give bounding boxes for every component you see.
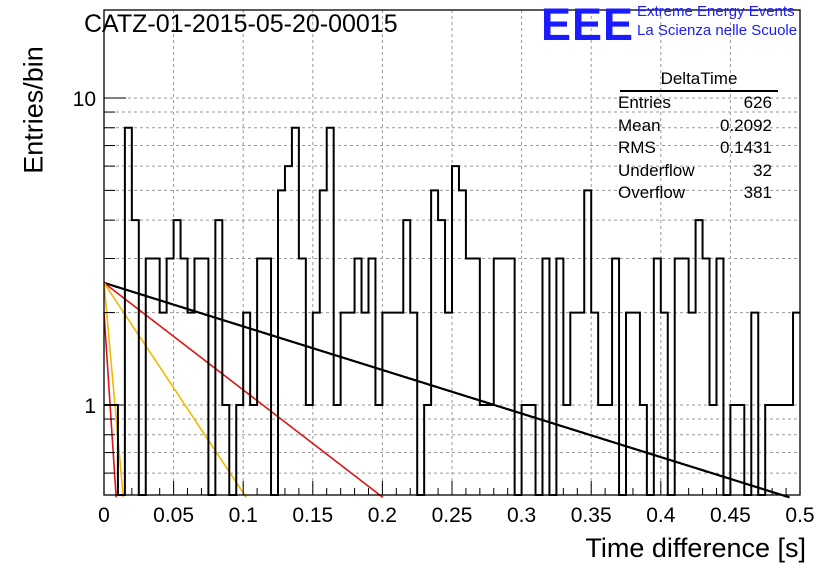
- fit-curve: [103, 282, 125, 498]
- stats-value: 32: [753, 160, 772, 180]
- eee-logo-line2: La Scienza nelle Scuole: [637, 22, 798, 39]
- run-title: CATZ-01-2015-05-20-00015: [84, 10, 398, 38]
- x-tick-label: 0.2: [368, 504, 397, 527]
- eee-logo-line1: Extreme Energy Events: [637, 3, 795, 20]
- stats-row: Overflow 381: [616, 182, 778, 205]
- fit-curve: [103, 282, 247, 498]
- stats-row: Entries 626: [616, 92, 778, 115]
- fit-curves: [103, 281, 790, 499]
- stats-value: 381: [743, 183, 772, 202]
- stats-histogram-name: DeltaTime: [620, 69, 778, 92]
- x-tick-label: 0.3: [507, 504, 536, 527]
- stats-row: Mean 0.2092: [616, 115, 778, 138]
- axes: 0 0.05 0.1 0.15 0.2 0.25 0.3 0.35 0.4 0.45 0.5 1 10: [73, 9, 815, 527]
- x-tick-label: 0.5: [785, 504, 814, 527]
- stats-value: 0.2092: [720, 115, 772, 135]
- stats-label: Overflow: [618, 183, 686, 202]
- x-tick-label: 0.25: [432, 504, 473, 527]
- stats-label: RMS: [618, 138, 656, 157]
- stats-row: RMS 0.1431: [616, 137, 778, 160]
- x-tick-label: 0: [98, 504, 110, 527]
- eee-logo: EEE: [541, 0, 635, 50]
- x-tick-label: 0.15: [292, 504, 333, 527]
- fit-curve: [103, 281, 790, 499]
- stats-row: Underflow 32: [616, 160, 778, 183]
- x-axis-title: Time difference [s]: [585, 533, 806, 563]
- y-tick-label: 1: [84, 395, 96, 418]
- stats-label: Entries: [618, 93, 671, 112]
- x-tick-label: 0.4: [646, 504, 676, 527]
- stats-label: Mean: [618, 115, 661, 135]
- stats-value: 0.1431: [720, 138, 772, 157]
- stats-label: Underflow: [618, 160, 695, 180]
- y-tick-label: 10: [73, 88, 96, 111]
- x-tick-label: 0.35: [571, 504, 612, 527]
- x-tick-label: 0.05: [153, 504, 194, 527]
- x-tick-label: 0.1: [229, 504, 258, 527]
- stats-value: 626: [743, 93, 772, 112]
- stats-box: DeltaTime Entries 626 Mean 0.2092 RMS 0.…: [616, 69, 778, 205]
- histogram: [104, 126, 800, 496]
- histogram-outline: [104, 126, 800, 496]
- y-axis-title: Entries/bin: [18, 46, 49, 174]
- x-tick-label: 0.45: [710, 504, 751, 527]
